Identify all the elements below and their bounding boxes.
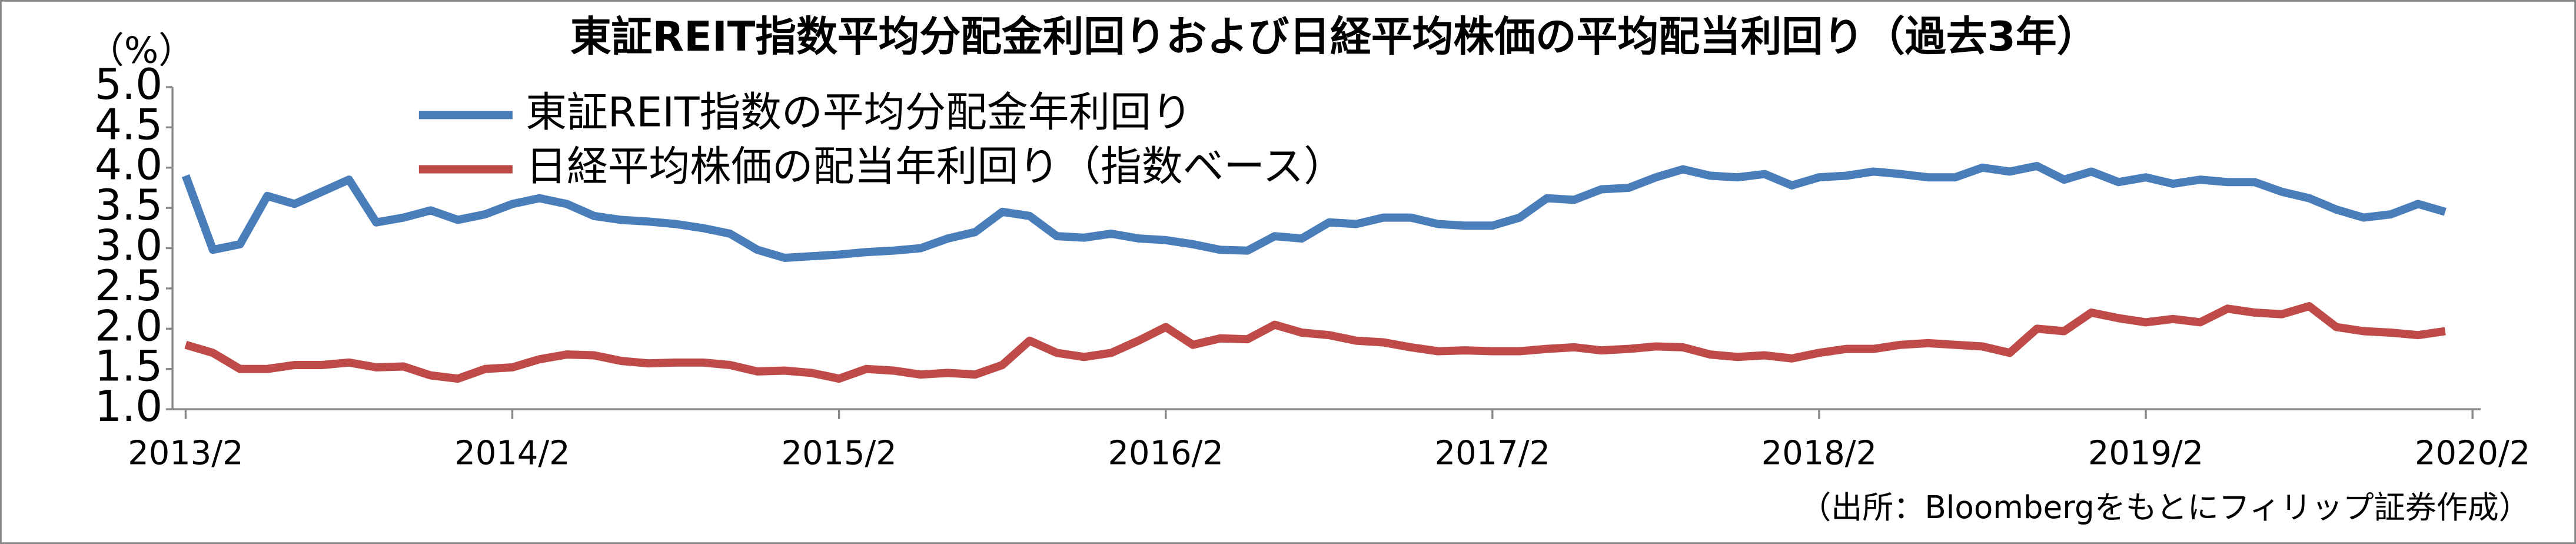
x-tick-label: 2018/2: [1761, 434, 1877, 472]
series-line: [181, 161, 2447, 262]
y-tick-label: 3.5: [95, 181, 162, 230]
x-tick-label: 2016/2: [1108, 434, 1224, 472]
legend-label: 東証REIT指数の平均分配金年利回り: [526, 88, 1192, 136]
y-tick-label: 1.0: [95, 382, 162, 432]
x-tick-label: 2020/2: [2415, 434, 2530, 472]
y-tick-label: 2.5: [95, 261, 162, 311]
x-tick-label: 2017/2: [1435, 434, 1550, 472]
source-note: （出所：Bloombergをもとにフィリップ証券作成）: [1800, 489, 2530, 526]
legend-label: 日経平均株価の配当年利回り（指数ベース）: [526, 143, 1345, 191]
x-tick-label: 2015/2: [781, 434, 896, 472]
x-tick-label: 2013/2: [128, 434, 243, 472]
y-tick-label: 5.0: [95, 60, 162, 110]
chart-title: 東証REIT指数平均分配金利回りおよび日経平均株価の平均配当利回り（過去3年）: [570, 13, 2098, 61]
x-tick-label: 2014/2: [454, 434, 570, 472]
y-tick-label: 1.5: [95, 342, 162, 392]
x-tick-label: 2019/2: [2088, 434, 2203, 472]
series-line: [184, 302, 2446, 383]
y-tick-label: 4.0: [95, 141, 162, 190]
y-tick-label: 2.0: [95, 301, 162, 351]
y-axis-label: （%）: [88, 29, 194, 71]
y-tick-label: 3.0: [95, 221, 162, 271]
y-tick-label: 4.5: [95, 100, 162, 150]
